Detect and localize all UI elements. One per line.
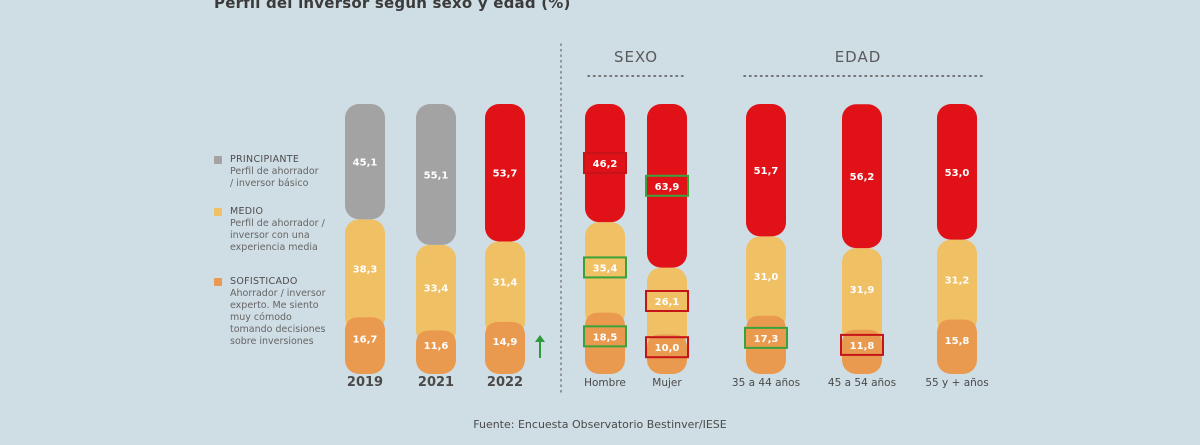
value-label-principiante-55-y-a-os: 53,0 (945, 168, 970, 179)
bar-medio-mujer (647, 267, 687, 349)
legend-label-sofisticado: SOFISTICADO (230, 276, 298, 287)
legend-swatch-sofisticado (214, 278, 222, 286)
legend-swatch-medio (214, 208, 222, 216)
value-label-medio-45-a-54-a-os: 31,9 (850, 285, 875, 296)
bar-principiante-45-a-54-a-os (842, 104, 882, 249)
value-label-medio-55-y-a-os: 31,2 (945, 276, 970, 287)
bar-principiante-2019 (345, 104, 385, 220)
category-label-hombre: Hombre (584, 377, 626, 389)
highlight-box-sofisticado-hombre (583, 325, 627, 348)
legend-label-principiante: PRINCIPIANTE (230, 154, 300, 165)
category-label-mujer: Mujer (652, 377, 682, 389)
bar-medio-55-y-a-os (937, 239, 977, 334)
legend-item-sofisticado: SOFISTICADO Ahorrador / inversor experto… (214, 276, 330, 348)
group-label-sexo: SEXO (614, 48, 658, 66)
value-label-sofisticado-mujer: 10,0 (655, 343, 680, 354)
highlight-box-medio-hombre (583, 256, 627, 279)
value-label-principiante-2019: 45,1 (353, 158, 378, 169)
bar-principiante-mujer (647, 104, 687, 268)
bar-bottom-2019 (345, 317, 385, 360)
category-label-2019: 2019 (347, 375, 383, 390)
bar-principiante-55-y-a-os (937, 104, 977, 240)
up-arrow-icon (535, 335, 545, 342)
bar-medio-2022 (485, 241, 525, 336)
value-label-medio-hombre: 35,4 (593, 263, 618, 274)
bar-medio-45-a-54-a-os (842, 248, 882, 344)
value-label-medio-35-a-44-a-os: 31,0 (754, 272, 779, 283)
highlight-box-medio-mujer (645, 289, 689, 312)
highlight-box-sofisticado-45-a-54-a-os (840, 333, 884, 356)
value-label-sofisticado-hombre: 18,5 (593, 332, 618, 343)
highlight-box-sofisticado-mujer (645, 336, 689, 359)
highlight-box-principiante-hombre (583, 152, 627, 175)
value-label-sofisticado-2022: 14,9 (493, 337, 518, 348)
value-label-sofisticado-55-y-a-os: 15,8 (945, 336, 970, 347)
value-label-principiante-2021: 55,1 (424, 170, 449, 181)
value-label-principiante-2022: 53,7 (493, 169, 518, 180)
bar-bottom-55-y-a-os (937, 319, 977, 360)
bar-principiante-2022 (485, 104, 525, 242)
category-label-55-y-a-os: 55 y + años (925, 377, 988, 389)
bar-principiante-hombre (585, 104, 625, 223)
bar-medio-2019 (345, 219, 385, 332)
value-label-sofisticado-2021: 11,6 (424, 341, 449, 352)
group-label-edad: EDAD (835, 48, 882, 66)
bar-bottom-35-a-44-a-os (746, 315, 786, 360)
legend-desc-medio: Perfil de ahorrador / inversor con una e… (230, 218, 325, 253)
legend-item-medio: MEDIO Perfil de ahorrador / inversor con… (214, 206, 326, 254)
value-label-sofisticado-45-a-54-a-os: 11,8 (850, 341, 875, 352)
legend-swatch-principiante (214, 156, 222, 164)
highlight-box-sofisticado-35-a-44-a-os (744, 326, 788, 349)
category-label-35-a-44-a-os: 35 a 44 años (732, 377, 800, 389)
category-label-2021: 2021 (418, 375, 454, 390)
value-label-principiante-35-a-44-a-os: 51,7 (754, 166, 779, 177)
value-label-medio-2021: 33,4 (424, 284, 449, 295)
bar-principiante-35-a-44-a-os (746, 104, 786, 237)
category-label-45-a-54-a-os: 45 a 54 años (828, 377, 896, 389)
bar-bottom-hombre (585, 312, 625, 360)
value-label-principiante-45-a-54-a-os: 56,2 (850, 172, 875, 183)
bar-bottom-2022 (485, 321, 525, 360)
bar-bottom-mujer (647, 334, 687, 360)
category-label-2022: 2022 (487, 375, 523, 390)
highlight-box-principiante-mujer (645, 174, 689, 197)
bar-principiante-2021 (416, 104, 456, 245)
value-label-medio-2022: 31,4 (493, 278, 518, 289)
value-label-medio-mujer: 26,1 (655, 297, 680, 308)
value-label-sofisticado-2019: 16,7 (353, 335, 378, 346)
chart-source: Fuente: Encuesta Observatorio Bestinver/… (473, 418, 727, 431)
bar-medio-2021 (416, 244, 456, 345)
legend-item-principiante: PRINCIPIANTE Perfil de ahorrador / inver… (214, 154, 322, 190)
legend-desc-principiante: Perfil de ahorrador / inversor básico (230, 166, 319, 189)
chart-title: Perfil del inversor según sexo y edad (%… (214, 0, 571, 12)
bar-medio-35-a-44-a-os (746, 236, 786, 330)
legend-label-medio: MEDIO (230, 206, 264, 217)
value-label-principiante-hombre: 46,2 (593, 159, 618, 170)
value-label-sofisticado-35-a-44-a-os: 17,3 (754, 334, 779, 345)
bar-bottom-45-a-54-a-os (842, 329, 882, 360)
bar-medio-hombre (585, 222, 625, 327)
bar-bottom-2021 (416, 330, 456, 360)
value-label-medio-2019: 38,3 (353, 264, 378, 275)
legend-desc-sofisticado: Ahorrador / inversor experto. Me siento … (230, 288, 326, 347)
value-label-principiante-mujer: 63,9 (655, 182, 680, 193)
